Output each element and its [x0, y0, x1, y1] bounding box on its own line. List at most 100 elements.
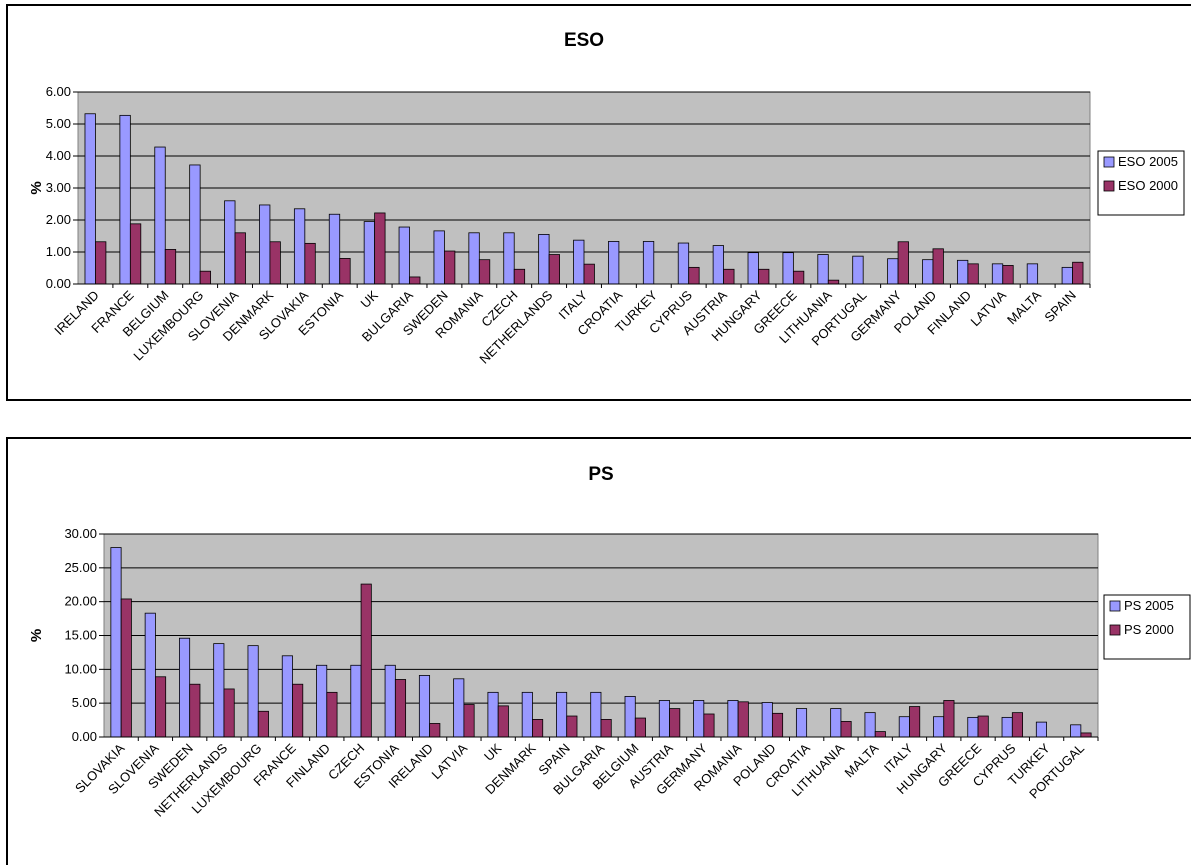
eso-bar-lithuania-s1	[817, 254, 829, 285]
ps-bar-bulgaria-s2	[600, 719, 612, 738]
ps-bar-hungary-s1	[933, 716, 945, 738]
eso-legend-label: ESO 2005	[1118, 154, 1178, 169]
eso-bar-romania-s1	[468, 232, 480, 285]
eso-bar-cyprus-s1	[677, 242, 690, 285]
ps-bar-malta-s2	[874, 731, 886, 738]
ps-legend-swatch	[1109, 624, 1121, 636]
ps-bar-italy-s2	[909, 706, 921, 738]
ps-bar-lithuania-s1	[830, 708, 842, 738]
ps-bar-bulgaria-s1	[590, 691, 602, 738]
ps-bar-estonia-s1	[384, 664, 396, 738]
eso-y-tick-label: 5.00	[46, 116, 71, 131]
eso-bar-hungary-s2	[758, 268, 770, 285]
ps-chart: PS 0.00 5.00 10.00 15.00 20.00 25.00 30.00% SLOV…	[6, 437, 1191, 865]
eso-bar-france-s1	[119, 114, 131, 285]
eso-bar-italy-s1	[573, 239, 585, 285]
ps-bar-portugal-s2	[1080, 732, 1092, 738]
ps-bar-latvia-s2	[463, 704, 475, 738]
ps-bar-cyprus-s1	[1001, 716, 1013, 738]
ps-bar-germany-s1	[693, 700, 705, 738]
eso-bar-luxembourg-s2	[199, 270, 212, 285]
eso-y-axis-label: %	[28, 181, 45, 194]
ps-bar-czech-s2	[360, 583, 372, 738]
ps-category-label: MALTA	[842, 740, 882, 780]
eso-bar-hungary-s1	[747, 252, 759, 285]
ps-bar-spain-s2	[566, 715, 578, 738]
eso-bar-bulgaria-s1	[398, 226, 410, 285]
eso-bar-turkey-s1	[642, 241, 655, 285]
eso-bar-estonia-s2	[339, 257, 351, 285]
ps-category-label: LATVIA	[429, 740, 471, 782]
ps-bar-lithuania-s2	[840, 721, 852, 738]
ps-bar-poland-s1	[761, 702, 773, 738]
ps-bar-sweden-s2	[189, 683, 201, 738]
eso-bar-france-s2	[129, 223, 142, 285]
ps-bar-romania-s1	[727, 700, 739, 738]
eso-bar-belgium-s2	[164, 249, 177, 285]
ps-bar-latvia-s1	[453, 678, 465, 738]
eso-y-tick-label: 1.00	[46, 244, 71, 259]
ps-bar-hungary-s2	[943, 700, 955, 738]
eso-bar-austria-s1	[712, 245, 724, 285]
ps-y-tick-label: 20.00	[64, 594, 97, 609]
eso-bar-denmark-s1	[259, 204, 271, 285]
eso-legend-swatch	[1103, 180, 1115, 192]
eso-chart: ESO 0.00 1.00 2.00 3.00 4.00 5.00 6.00% IRELAND F…	[6, 4, 1191, 401]
eso-bar-bulgaria-s2	[409, 276, 421, 285]
eso-bar-slovakia-s2	[304, 242, 316, 285]
ps-bar-uk-s2	[497, 705, 509, 738]
eso-bar-croatia-s1	[608, 241, 620, 285]
ps-bar-finland-s1	[316, 664, 328, 738]
ps-bar-finland-s2	[326, 691, 338, 738]
ps-bar-denmark-s1	[521, 691, 533, 738]
ps-chart-svg: PS0.005.0010.0015.0020.0025.0030.00%SLOV…	[28, 464, 1191, 820]
eso-bar-belgium-s1	[154, 146, 166, 285]
eso-bar-uk-s1	[363, 221, 376, 285]
eso-bar-germany-s1	[887, 258, 899, 285]
eso-category-label: UK	[358, 287, 382, 311]
eso-bar-slovenia-s2	[234, 232, 246, 285]
ps-bar-estonia-s2	[394, 679, 407, 738]
eso-bar-luxembourg-s1	[189, 164, 201, 285]
eso-category-label: SPAIN	[1041, 288, 1079, 326]
ps-bar-ireland-s1	[418, 675, 431, 738]
ps-bar-greece-s2	[977, 715, 989, 738]
eso-bar-estonia-s1	[328, 213, 341, 285]
eso-bar-finland-s2	[967, 263, 979, 285]
ps-bar-cyprus-s2	[1011, 712, 1023, 738]
eso-y-tick-label: 4.00	[46, 148, 71, 163]
eso-bar-poland-s1	[922, 259, 934, 285]
eso-bar-austria-s2	[723, 268, 735, 285]
ps-bar-italy-s1	[898, 716, 910, 738]
eso-chart-title: ESO	[564, 30, 604, 51]
ps-bar-france-s1	[281, 655, 293, 738]
eso-y-tick-label: 0.00	[46, 276, 71, 291]
ps-bar-austria-s2	[669, 708, 681, 738]
eso-bar-germany-s2	[897, 241, 909, 285]
eso-bar-sweden-s2	[444, 250, 456, 285]
eso-y-tick-label: 2.00	[46, 212, 71, 227]
ps-bar-denmark-s2	[532, 719, 544, 738]
ps-bar-malta-s1	[864, 712, 876, 738]
eso-bar-netherlands-s1	[538, 233, 550, 285]
ps-bar-slovakia-s1	[110, 547, 122, 738]
eso-bar-slovakia-s1	[293, 208, 306, 285]
eso-bar-cyprus-s2	[688, 266, 700, 285]
eso-bar-italy-s2	[583, 263, 595, 285]
eso-bar-ireland-s2	[95, 241, 107, 285]
ps-bar-sweden-s1	[179, 637, 191, 738]
ps-bar-luxembourg-s1	[247, 645, 259, 738]
eso-bar-uk-s2	[374, 212, 386, 285]
eso-bar-greece-s2	[792, 270, 805, 285]
ps-bar-netherlands-s1	[213, 643, 225, 738]
eso-bar-netherlands-s2	[548, 254, 560, 285]
ps-bar-poland-s2	[771, 712, 784, 738]
eso-category-label: LATVIA	[967, 287, 1009, 329]
ps-bar-germany-s2	[703, 713, 715, 738]
ps-bar-luxembourg-s2	[257, 710, 269, 738]
eso-bar-greece-s1	[782, 252, 794, 285]
eso-bar-denmark-s2	[269, 241, 281, 285]
eso-bar-lithuania-s2	[827, 279, 840, 285]
ps-y-tick-label: 30.00	[64, 526, 97, 541]
ps-legend-swatch	[1109, 600, 1121, 612]
